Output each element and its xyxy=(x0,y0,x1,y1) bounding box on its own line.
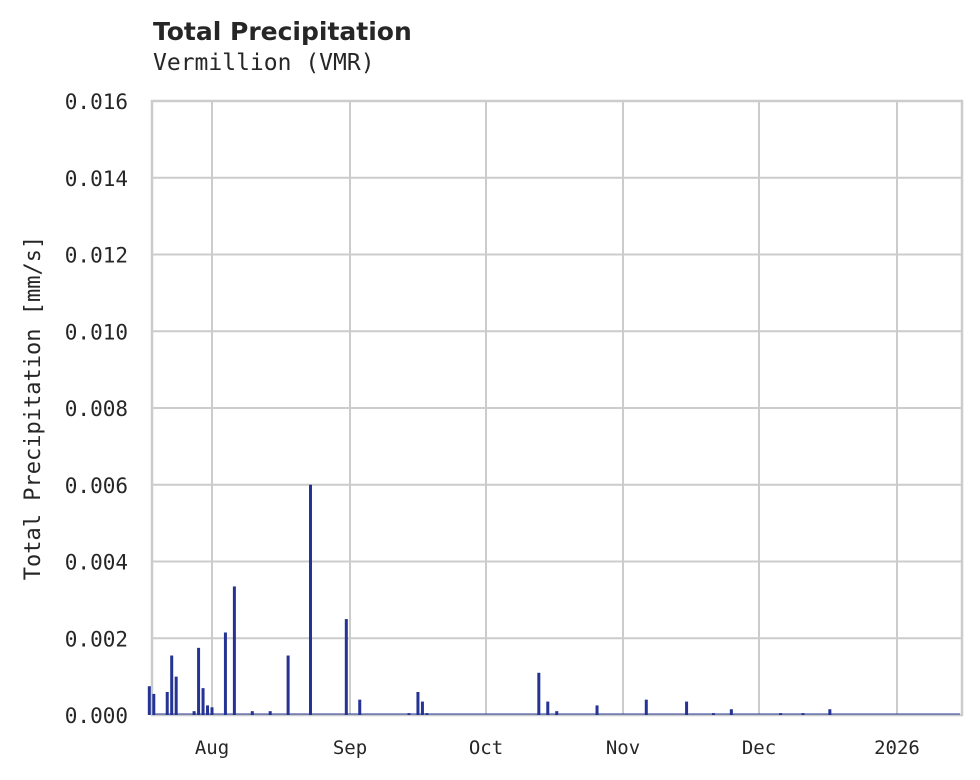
precip-bar xyxy=(644,699,648,715)
precip-bar xyxy=(344,619,348,715)
precip-bar xyxy=(223,632,227,715)
precip-bar xyxy=(165,691,169,715)
precip-bar xyxy=(147,686,151,715)
y-tick-label: 0.002 xyxy=(65,627,128,651)
precip-bar xyxy=(595,705,599,715)
y-tick-label: 0.008 xyxy=(65,397,128,421)
y-tick-label: 0.012 xyxy=(65,244,128,268)
precip-bar xyxy=(420,701,424,715)
y-tick-label: 0.014 xyxy=(65,167,128,191)
y-tick-label: 0.010 xyxy=(65,320,128,344)
chart-subtitle: Vermillion (VMR) xyxy=(153,50,375,76)
x-tick-label: Nov xyxy=(606,737,640,759)
precip-bar xyxy=(152,693,156,715)
precip-bar xyxy=(308,484,312,715)
y-axis-label: Total Precipitation [mm/s] xyxy=(21,236,46,580)
precip-bar xyxy=(828,709,832,715)
precip-bar xyxy=(174,676,178,715)
precip-bar xyxy=(232,586,236,715)
chart-title: Total Precipitation xyxy=(153,17,412,46)
precip-bar xyxy=(250,711,254,715)
x-tick-label: Dec xyxy=(742,737,776,759)
precip-bar xyxy=(286,655,290,715)
y-tick-label: 0.016 xyxy=(65,90,128,114)
precip-bar xyxy=(201,688,205,715)
precip-bar xyxy=(537,672,541,715)
x-tick-label: Oct xyxy=(469,737,503,759)
precip-bar xyxy=(358,699,362,715)
precip-bar xyxy=(197,647,201,715)
precip-bar xyxy=(206,705,210,715)
x-tick-label: Aug xyxy=(195,737,229,759)
precip-bar xyxy=(546,701,550,715)
precip-bar xyxy=(416,691,420,715)
precip-bar xyxy=(210,707,214,715)
precip-bar xyxy=(685,701,689,715)
x-tick-label: 2026 xyxy=(874,737,920,759)
precip-bar xyxy=(170,655,174,715)
y-tick-label: 0.006 xyxy=(65,474,128,498)
precip-bar xyxy=(555,711,559,715)
precip-bar xyxy=(268,711,272,715)
precip-bar xyxy=(729,709,733,715)
x-tick-label: Sep xyxy=(333,737,367,759)
precip-bar xyxy=(192,711,196,715)
y-tick-label: 0.000 xyxy=(65,704,128,728)
y-tick-label: 0.004 xyxy=(65,551,128,575)
